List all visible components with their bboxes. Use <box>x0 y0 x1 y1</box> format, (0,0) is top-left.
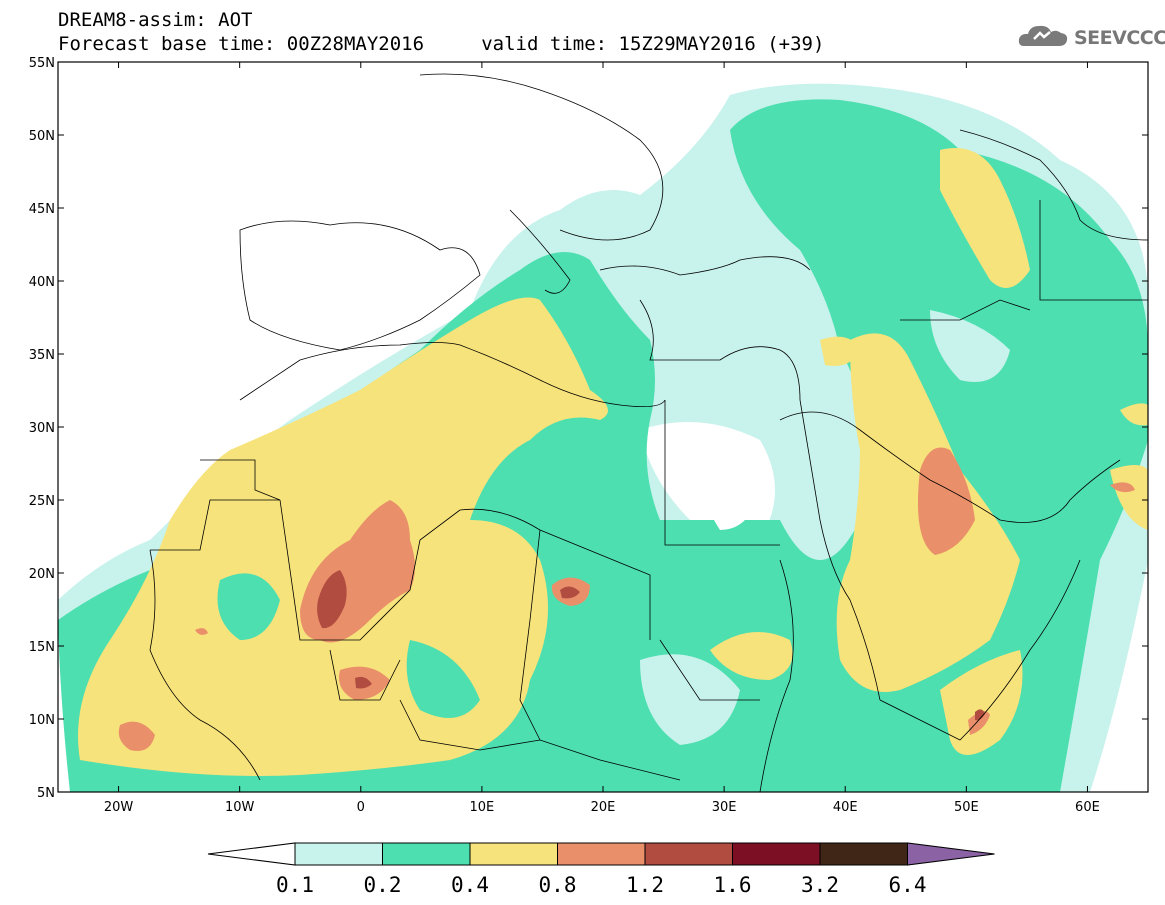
longitude-label: 20W <box>104 800 134 815</box>
colorbar-segment <box>294 842 383 866</box>
colorbar-label: 0.2 <box>364 873 402 897</box>
latitude-labels: 55N 50N 45N 40N 35N 30N 25N 20N 15N 10N 5N <box>29 56 55 801</box>
longitude-label: 50E <box>954 800 979 815</box>
colorbar-label: 0.4 <box>451 873 489 897</box>
forecast-times: Forecast base time: 00Z28MAY2016 valid t… <box>58 33 825 55</box>
axis-ticks <box>58 61 1148 793</box>
colorbar-arrow-high <box>907 842 995 866</box>
latitude-label: 35N <box>29 348 55 363</box>
colorbar-segment <box>819 842 908 866</box>
latitude-label: 20N <box>29 567 55 582</box>
longitude-label: 10W <box>225 800 255 815</box>
colorbar-segment <box>469 842 558 866</box>
longitude-label: 10E <box>470 800 495 815</box>
colorbar-label: 6.4 <box>889 873 927 897</box>
latitude-label: 55N <box>29 56 55 71</box>
colorbar-labels: 0.1 0.2 0.4 0.8 1.2 1.6 3.2 6.4 <box>276 873 926 897</box>
longitude-label: 20E <box>591 800 616 815</box>
colorbar-label: 1.6 <box>714 873 752 897</box>
colorbar-label: 0.1 <box>276 873 314 897</box>
cloud-icon <box>1018 22 1070 54</box>
longitude-label: 40E <box>833 800 858 815</box>
colorbar-label: 3.2 <box>801 873 839 897</box>
logo-text: SEEVCCC <box>1074 27 1165 49</box>
latitude-label: 15N <box>29 640 55 655</box>
colorbar-label: 0.8 <box>539 873 577 897</box>
colorbar-segment <box>732 842 821 866</box>
seevccc-logo: SEEVCCC <box>1018 22 1165 54</box>
aot-field <box>58 62 1148 792</box>
latitude-label: 10N <box>29 713 55 728</box>
latitude-label: 5N <box>37 786 55 801</box>
latitude-label: 25N <box>29 494 55 509</box>
colorbar-segment <box>644 842 733 866</box>
colorbar-arrow-low <box>207 842 296 866</box>
colorbar-segment <box>382 842 471 866</box>
colorbar-segment <box>557 842 646 866</box>
latitude-label: 40N <box>29 275 55 290</box>
longitude-label: 30E <box>712 800 737 815</box>
latitude-label: 45N <box>29 202 55 217</box>
map-title: DREAM8-assim: AOT <box>58 9 253 31</box>
longitude-label: 0 <box>357 800 365 815</box>
country-borders <box>149 73 1148 792</box>
longitude-labels: 20W 10W 0 10E 20E 30E 40E 50E 60E <box>104 800 1100 815</box>
latitude-label: 50N <box>29 129 55 144</box>
longitude-label: 60E <box>1075 800 1100 815</box>
latitude-label: 30N <box>29 421 55 436</box>
colorbar-label: 1.2 <box>626 873 664 897</box>
aot-colorbar <box>207 842 995 866</box>
